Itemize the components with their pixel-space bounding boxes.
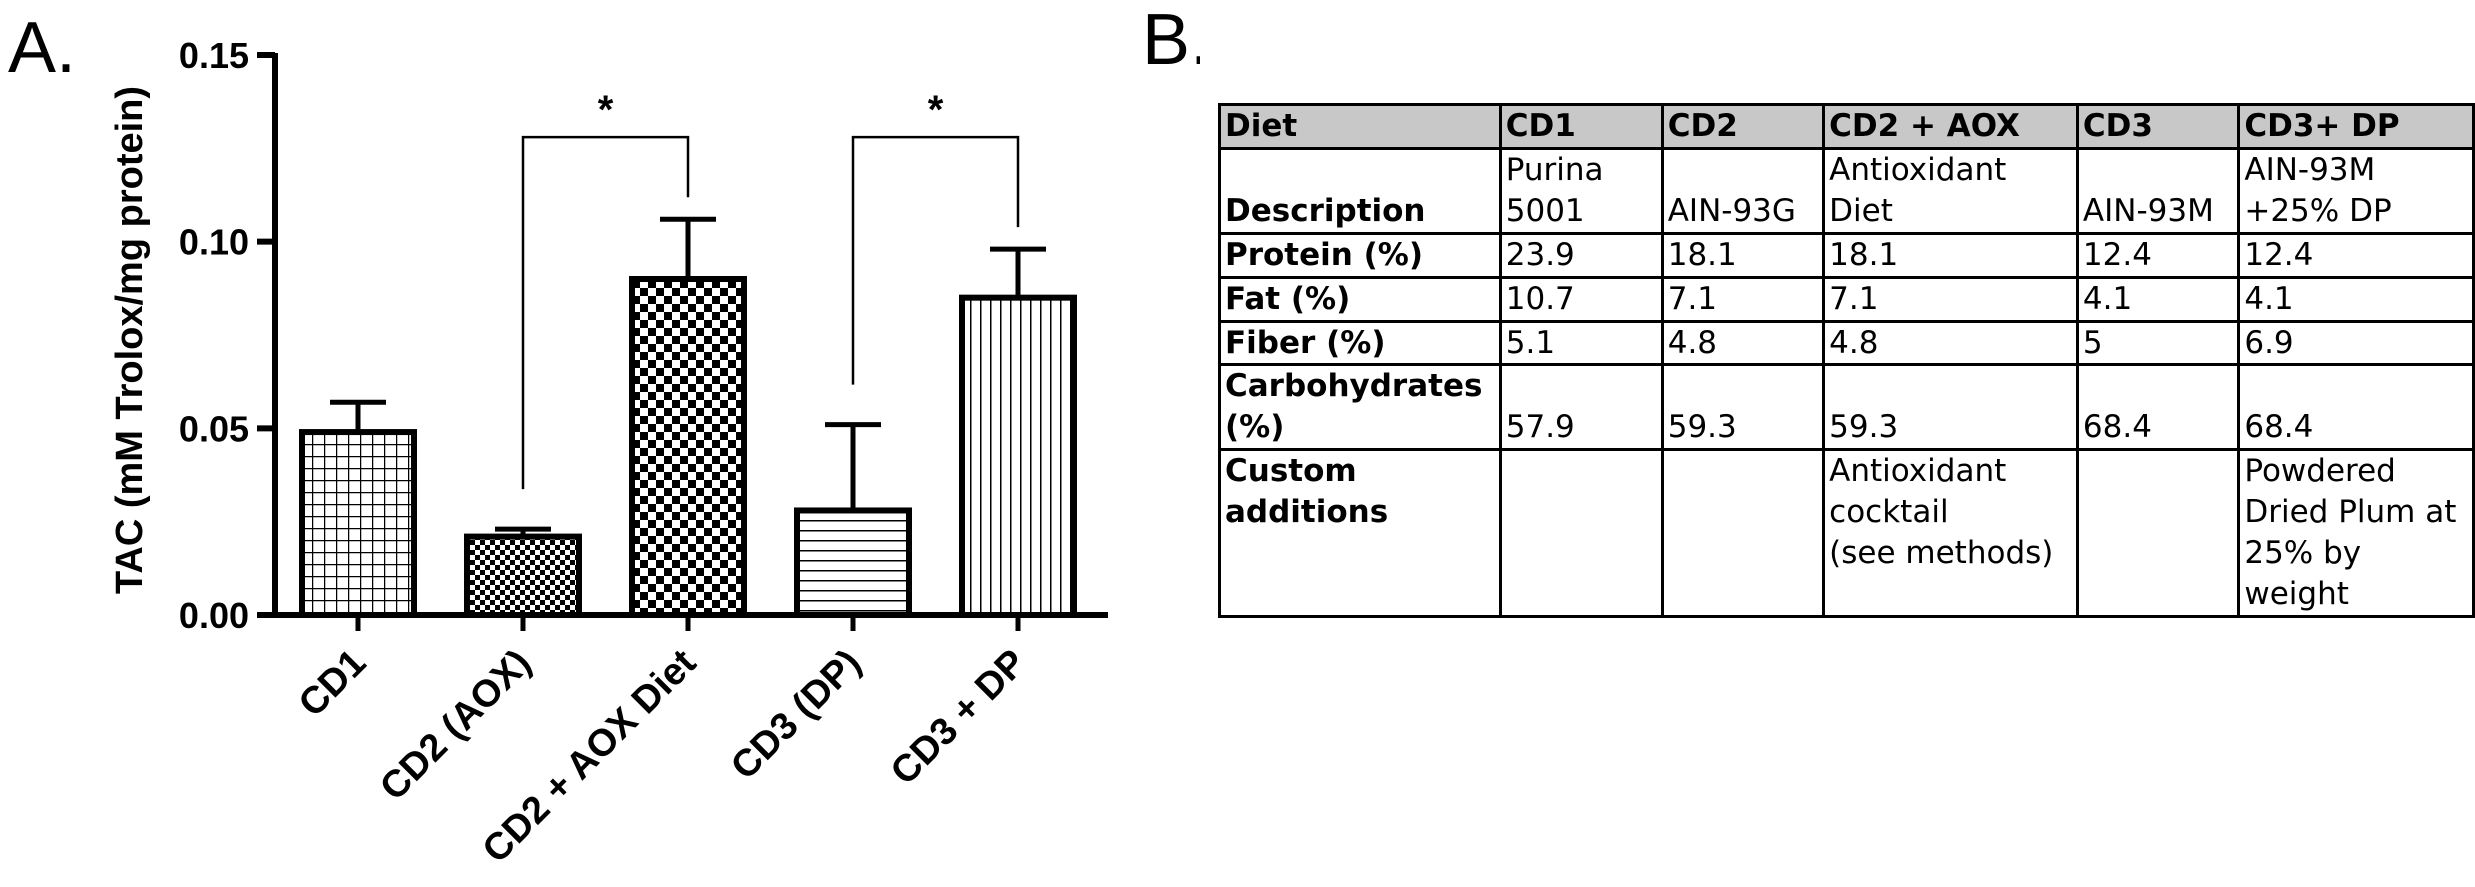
table-cell: 4.8 xyxy=(1660,319,1826,367)
table-cell: 5 xyxy=(2075,319,2241,367)
table-cell xyxy=(1660,448,1826,618)
row-label: Carbohydrates (%) xyxy=(1218,363,1502,452)
table-cell: 12.4 xyxy=(2237,231,2475,279)
table-row: Description Purina 5001 AIN-93G Antioxidant… xyxy=(1218,146,2475,235)
table-cell: 59.3 xyxy=(1822,363,2079,452)
table-cell: Purina 5001 xyxy=(1498,146,1664,235)
y-tick-label: 0.00 xyxy=(179,595,249,636)
header-cd1: CD1 xyxy=(1498,103,1664,150)
header-cd2-aox: CD2 + AOX xyxy=(1822,103,2079,150)
row-label: Fiber (%) xyxy=(1218,319,1502,367)
y-tick-label: 0.15 xyxy=(179,35,249,76)
table-cell: Antioxidant cocktail (see methods) xyxy=(1822,448,2079,618)
table-cell: Powdered Dried Plum at 25% by weight xyxy=(2237,448,2475,618)
table-cell: 18.1 xyxy=(1660,231,1826,279)
bar-5 xyxy=(959,294,1077,618)
table-row: Carbohydrates (%) 57.9 59.3 59.3 68.4 68.4 xyxy=(1218,363,2475,452)
significance-bracket xyxy=(521,135,690,490)
table-row: Custom additions Antioxidant cocktail (se… xyxy=(1218,448,2475,618)
y-tick-label: 0.10 xyxy=(179,222,249,263)
header-cd3-dp: CD3+ DP xyxy=(2237,103,2475,150)
x-category-label: CD3 (DP) xyxy=(723,642,869,788)
table-row: Protein (%) 23.9 18.1 18.1 12.4 12.4 xyxy=(1218,231,2475,279)
x-category-label: CD2 (AOX) xyxy=(372,642,539,809)
x-category-label: CD3 + DP xyxy=(883,642,1034,793)
table-cell: Antioxidant Diet xyxy=(1822,146,2079,235)
bar-2 xyxy=(464,533,582,618)
x-category-label: CD1 xyxy=(291,642,374,725)
significance-label: * xyxy=(598,88,614,132)
significance-bracket xyxy=(851,135,1020,385)
bar-chart: A. B. TAC (mM Trolox/mg protein) 0.00 0.0… xyxy=(8,0,1200,871)
table-cell: AIN-93G xyxy=(1660,146,1826,235)
table-cell: 10.7 xyxy=(1498,275,1664,323)
table-cell: 68.4 xyxy=(2075,363,2241,452)
y-axis-label: TAC (mM Trolox/mg protein) xyxy=(109,86,151,594)
y-tick-label: 0.05 xyxy=(179,408,249,449)
header-cd2: CD2 xyxy=(1660,103,1826,150)
table-cell: 4.1 xyxy=(2075,275,2241,323)
table-cell: 5.1 xyxy=(1498,319,1664,367)
table-cell: 7.1 xyxy=(1822,275,2079,323)
table-header-row: Diet CD1 CD2 CD2 + AOX CD3 CD3+ DP xyxy=(1218,103,2475,150)
table-cell: 12.4 xyxy=(2075,231,2241,279)
table-cell: 6.9 xyxy=(2237,319,2475,367)
table-cell: 57.9 xyxy=(1498,363,1664,452)
table-cell: 4.8 xyxy=(1822,319,2079,367)
panel-a-label: A. xyxy=(8,8,76,88)
row-label: Fat (%) xyxy=(1218,275,1502,323)
table-cell xyxy=(2075,448,2241,618)
table-cell xyxy=(1498,448,1664,618)
table-row: Fat (%) 10.7 7.1 7.1 4.1 4.1 xyxy=(1218,275,2475,323)
bar-1 xyxy=(299,429,417,619)
bar-3 xyxy=(629,276,747,618)
table-cell: 23.9 xyxy=(1498,231,1664,279)
table-cell: 68.4 xyxy=(2237,363,2475,452)
row-label: Protein (%) xyxy=(1218,231,1502,279)
header-diet: Diet xyxy=(1218,103,1502,150)
header-cd3: CD3 xyxy=(2075,103,2241,150)
panel-b-label: B. xyxy=(1142,0,1200,80)
row-label: Custom additions xyxy=(1218,448,1502,618)
table-row: Fiber (%) 5.1 4.8 4.8 5 6.9 xyxy=(1218,319,2475,367)
table-cell: AIN-93M xyxy=(2075,146,2241,235)
table-cell: 18.1 xyxy=(1822,231,2079,279)
row-label: Description xyxy=(1218,146,1502,235)
table-cell: AIN-93M +25% DP xyxy=(2237,146,2475,235)
table-cell: 7.1 xyxy=(1660,275,1826,323)
diet-composition-table: Diet CD1 CD2 CD2 + AOX CD3 CD3+ DP Descr… xyxy=(1218,103,2475,618)
significance-label: * xyxy=(928,88,944,132)
table-cell: 59.3 xyxy=(1660,363,1826,452)
table-cell: 4.1 xyxy=(2237,275,2475,323)
bar-4 xyxy=(794,507,912,619)
